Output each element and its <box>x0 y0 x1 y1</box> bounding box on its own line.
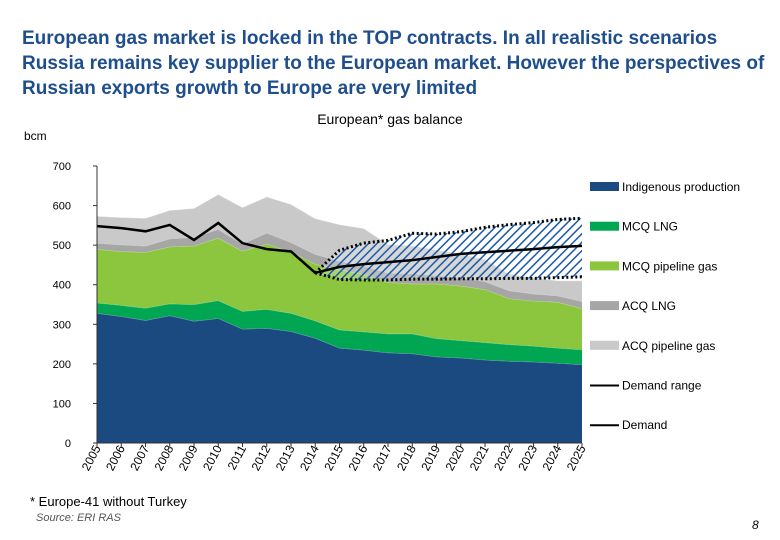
x-tick-label: 2022 <box>491 443 516 473</box>
x-tick-label: 2018 <box>394 443 419 473</box>
x-tick-label: 2011 <box>225 443 250 473</box>
x-tick-label: 2008 <box>152 443 177 473</box>
x-tick-label: 2005 <box>79 443 104 473</box>
x-tick-label: 2010 <box>200 443 225 473</box>
x-tick-label: 2019 <box>418 443 443 473</box>
demand-line <box>96 221 583 275</box>
area-mcq_pipe <box>97 238 582 350</box>
legend-swatch-acq_lng <box>590 301 619 311</box>
y-tick-label: 500 <box>53 240 71 252</box>
y-tick-label: 0 <box>65 438 71 450</box>
legend-swatch-mcq_pipe <box>590 261 619 271</box>
legend-label: ACQ LNG <box>622 299 676 313</box>
legend-label: Demand range <box>622 379 702 393</box>
legend-label: MCQ LNG <box>622 220 678 234</box>
y-tick-label: 600 <box>53 201 71 213</box>
x-tick-label: 2013 <box>273 443 298 473</box>
slide-headline: European gas market is locked in the TOP… <box>22 28 765 99</box>
x-tick-label: 2012 <box>249 443 274 473</box>
x-tick-label: 2007 <box>127 443 152 473</box>
x-tick-label: 2025 <box>564 443 589 473</box>
x-tick-label: 2015 <box>321 443 346 473</box>
x-tick-label: 2023 <box>515 443 540 473</box>
demand-range-upper <box>314 216 583 274</box>
legend-label: Demand <box>622 418 667 432</box>
legend-swatch-acq_pipe <box>590 340 619 350</box>
x-tick-label: 2017 <box>370 443 395 473</box>
x-tick-label: 2009 <box>176 443 201 473</box>
y-axis-label: bcm <box>24 129 47 143</box>
x-tick-label: 2016 <box>346 443 371 473</box>
x-tick-label: 2024 <box>540 443 565 473</box>
page-number: 8 <box>752 518 759 532</box>
x-tick-label: 2021 <box>467 443 492 473</box>
y-tick-label: 400 <box>53 280 71 292</box>
y-tick-label: 100 <box>53 398 71 410</box>
area-mcq_lng <box>97 300 582 365</box>
area-edge-mcq_lng <box>96 300 583 351</box>
y-tick-label: 700 <box>53 161 71 173</box>
legend-label: MCQ pipeline gas <box>622 259 717 273</box>
x-tick-label: 2020 <box>443 443 468 473</box>
legend-label: ACQ pipeline gas <box>622 339 715 353</box>
y-tick-label: 300 <box>53 319 71 331</box>
area-indigenous <box>97 313 582 443</box>
y-tick-label: 200 <box>53 359 71 371</box>
legend-swatch-mcq_lng <box>590 221 619 231</box>
x-tick-label: 2006 <box>103 443 128 473</box>
footnote: * Europe-41 without Turkey <box>30 494 187 509</box>
demand-range-band <box>315 218 582 280</box>
legend-label: Indigenous production <box>622 180 740 194</box>
legend-swatch-indigenous <box>590 182 619 191</box>
chart-title: European* gas balance <box>317 111 463 127</box>
source-note: Source: ERI RAS <box>36 512 121 524</box>
demand-range-lower <box>314 271 583 282</box>
x-tick-label: 2014 <box>297 443 322 473</box>
